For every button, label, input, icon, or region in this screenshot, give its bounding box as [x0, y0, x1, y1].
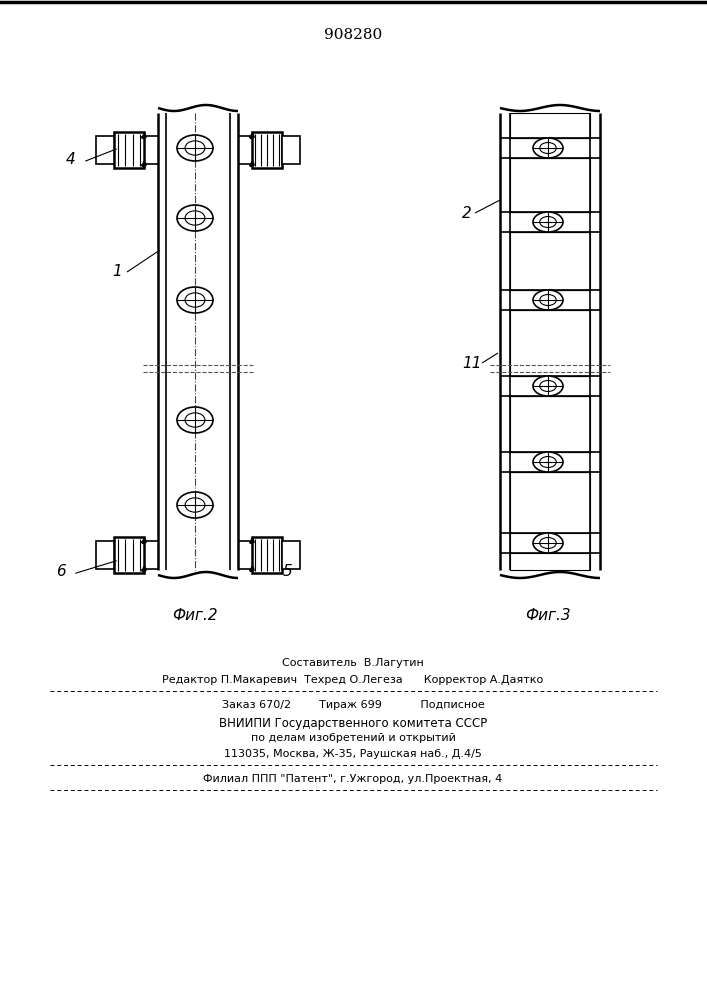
Ellipse shape — [177, 135, 213, 161]
Bar — [510, 232, 590, 290]
Ellipse shape — [539, 142, 556, 153]
Text: 4: 4 — [66, 152, 76, 167]
Ellipse shape — [533, 376, 563, 396]
Text: ВНИИПИ Государственного комитета СССР: ВНИИПИ Государственного комитета СССР — [219, 717, 487, 730]
Ellipse shape — [185, 141, 205, 155]
Text: 11: 11 — [462, 356, 481, 370]
Text: Фиг.2: Фиг.2 — [173, 608, 218, 623]
Ellipse shape — [533, 452, 563, 472]
Text: 5: 5 — [283, 564, 293, 580]
Bar — [510, 158, 590, 212]
Text: Редактор П.Макаревич  Техред О.Легеза      Корректор А.Даятко: Редактор П.Макаревич Техред О.Легеза Кор… — [163, 675, 544, 685]
Ellipse shape — [533, 533, 563, 553]
Ellipse shape — [185, 293, 205, 307]
Text: Филиал ППП "Патент", г.Ужгород, ул.Проектная, 4: Филиал ППП "Патент", г.Ужгород, ул.Проек… — [204, 774, 503, 784]
Ellipse shape — [539, 294, 556, 306]
Ellipse shape — [539, 217, 556, 228]
Bar — [510, 472, 590, 570]
Bar — [510, 396, 590, 452]
Ellipse shape — [177, 287, 213, 313]
Text: Заказ 670/2        Тираж 699           Подписное: Заказ 670/2 Тираж 699 Подписное — [221, 700, 484, 710]
Ellipse shape — [533, 212, 563, 232]
Bar — [252, 537, 282, 573]
Text: 2: 2 — [462, 206, 472, 221]
Ellipse shape — [539, 380, 556, 391]
Bar — [282, 541, 300, 569]
Bar — [114, 132, 144, 168]
Ellipse shape — [185, 211, 205, 225]
Ellipse shape — [539, 538, 556, 548]
Text: Фиг.3: Фиг.3 — [525, 608, 571, 623]
Ellipse shape — [177, 407, 213, 433]
Text: 1: 1 — [112, 264, 122, 279]
Ellipse shape — [533, 138, 563, 158]
Bar — [96, 136, 114, 164]
Bar — [252, 132, 282, 168]
Ellipse shape — [185, 413, 205, 427]
Ellipse shape — [539, 456, 556, 468]
Text: 908280: 908280 — [324, 28, 382, 42]
Bar — [510, 310, 590, 376]
Text: Составитель  В.Лагутин: Составитель В.Лагутин — [282, 658, 424, 668]
Bar — [500, 108, 600, 575]
Text: 113035, Москва, Ж-35, Раушская наб., Д.4/5: 113035, Москва, Ж-35, Раушская наб., Д.4… — [224, 749, 482, 759]
Bar — [510, 113, 590, 138]
Text: по делам изобретений и открытий: по делам изобретений и открытий — [250, 733, 455, 743]
Ellipse shape — [177, 492, 213, 518]
Bar — [158, 108, 238, 575]
Ellipse shape — [533, 290, 563, 310]
Bar — [114, 537, 144, 573]
Text: 6: 6 — [56, 564, 66, 580]
Ellipse shape — [177, 205, 213, 231]
Bar — [282, 136, 300, 164]
Ellipse shape — [185, 498, 205, 512]
Bar — [96, 541, 114, 569]
